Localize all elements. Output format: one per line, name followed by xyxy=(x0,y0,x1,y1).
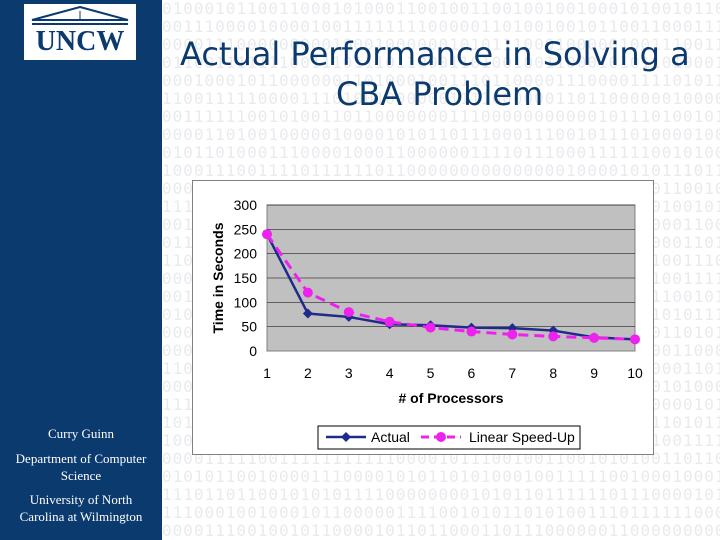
y-tick-label: 100 xyxy=(234,294,258,310)
data-point-linear-speed-up xyxy=(343,307,354,318)
x-tick-label: 10 xyxy=(627,365,643,381)
slide-title-line1: Actual Performance in Solving a xyxy=(180,35,690,73)
data-point-linear-speed-up xyxy=(425,322,436,333)
uncw-logo: UNCW xyxy=(24,4,136,60)
legend-marker-actual xyxy=(341,432,351,442)
department-name: Department of Computer Science xyxy=(15,451,147,483)
x-tick-label: 6 xyxy=(468,365,476,381)
y-tick-label: 0 xyxy=(249,343,257,359)
y-axis-label: Time in Seconds xyxy=(210,222,226,333)
x-tick-label: 3 xyxy=(345,365,353,381)
slide-title-line2: CBA Problem xyxy=(336,75,544,113)
x-tick-label: 9 xyxy=(590,365,598,381)
y-tick-label: 200 xyxy=(234,246,258,262)
slide-title: Actual Performance in Solving a CBA Prob… xyxy=(170,34,720,114)
university-name: University of North Carolina at Wilmingt… xyxy=(19,492,143,524)
data-point-linear-speed-up xyxy=(384,316,395,327)
data-point-linear-speed-up xyxy=(630,334,640,345)
data-point-linear-speed-up xyxy=(507,329,518,340)
chart-container: 0 50 100 150 200 250 300 1 2 3 4 5 6 7 8 9 10 # of Proces… xyxy=(192,180,654,455)
x-tick-label: 1 xyxy=(263,365,271,381)
legend-label: Linear Speed-Up xyxy=(469,429,575,445)
y-tick-label: 50 xyxy=(241,319,257,335)
x-tick-label: 5 xyxy=(427,365,435,381)
legend-label: Actual xyxy=(371,429,410,445)
data-point-actual xyxy=(302,308,313,319)
x-tick-label: 8 xyxy=(549,365,557,381)
data-point-linear-speed-up xyxy=(262,229,272,240)
author-name: Curry Guinn xyxy=(47,426,115,441)
series-line-actual xyxy=(265,233,636,341)
logo-roof-icon xyxy=(31,6,129,25)
x-tick-label: 7 xyxy=(508,365,516,381)
x-tick-label: 2 xyxy=(304,365,312,381)
data-point-linear-speed-up xyxy=(548,331,559,342)
data-point-linear-speed-up xyxy=(466,326,477,337)
y-tick-label: 300 xyxy=(234,197,258,213)
line-chart: 0 50 100 150 200 250 300 1 2 3 4 5 6 7 8 9 10 # of Proces… xyxy=(210,197,643,450)
logo-text: UNCW xyxy=(35,26,125,57)
x-tick-label: 4 xyxy=(386,365,394,381)
sidebar: UNCW Curry Guinn Department of Computer … xyxy=(0,0,162,540)
series-line-linear-speed-up xyxy=(265,233,636,341)
y-tick-label: 250 xyxy=(234,221,258,237)
legend-marker-linear-speed-up xyxy=(436,432,446,442)
data-point-linear-speed-up xyxy=(302,287,313,298)
y-tick-label: 150 xyxy=(234,270,258,286)
data-point-linear-speed-up xyxy=(589,332,600,343)
x-axis-label: # of Processors xyxy=(398,390,503,406)
